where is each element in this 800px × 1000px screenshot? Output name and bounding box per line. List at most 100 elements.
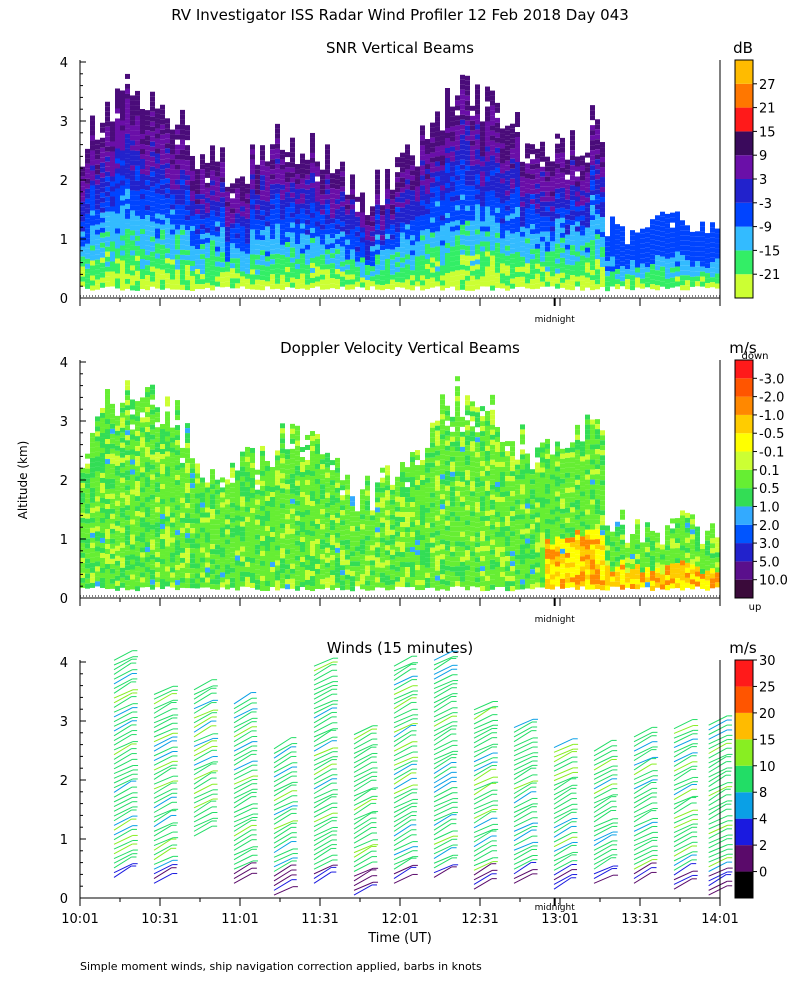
heatmap-cell — [175, 229, 180, 235]
heatmap-cell — [290, 142, 295, 148]
heatmap-cell — [435, 166, 440, 172]
heatmap-cell — [555, 168, 560, 174]
heatmap-cell — [680, 230, 685, 236]
heatmap-cell — [545, 206, 550, 212]
heatmap-cell — [90, 452, 95, 458]
heatmap-cell — [370, 231, 375, 237]
heatmap-cell — [280, 578, 285, 584]
heatmap-cell — [570, 190, 575, 196]
heatmap-cell — [105, 559, 110, 565]
heatmap-cell — [275, 238, 280, 244]
heatmap-cells — [80, 376, 720, 592]
heatmap-cell — [285, 167, 290, 173]
heatmap-cell — [160, 129, 165, 135]
heatmap-cell — [410, 180, 415, 186]
heatmap-cell — [105, 484, 110, 490]
heatmap-cell — [200, 229, 205, 235]
heatmap-cell — [185, 260, 190, 266]
heatmap-cell — [155, 447, 160, 453]
heatmap-cell — [420, 200, 425, 206]
heatmap-cell — [160, 109, 165, 115]
heatmap-cell — [220, 562, 225, 568]
heatmap-cell — [140, 567, 145, 573]
heatmap-cell — [395, 222, 400, 228]
heatmap-cell — [635, 232, 640, 238]
heatmap-cell — [450, 221, 455, 227]
heatmap-cell — [580, 190, 585, 196]
heatmap-cell — [675, 246, 680, 252]
heatmap-cell — [175, 134, 180, 140]
heatmap-cell — [225, 579, 230, 585]
heatmap-cell — [375, 244, 380, 250]
heatmap-cell — [160, 219, 165, 225]
heatmap-cell — [315, 246, 320, 252]
heatmap-cell — [135, 285, 140, 291]
heatmap-cell — [80, 226, 85, 232]
heatmap-cell — [425, 169, 430, 175]
heatmap-cell — [250, 214, 255, 220]
heatmap-cell — [300, 482, 305, 488]
heatmap-cell — [555, 228, 560, 234]
heatmap-cell — [105, 211, 110, 217]
heatmap-cell — [425, 204, 430, 210]
heatmap-cell — [210, 539, 215, 545]
heatmap-cell — [465, 75, 470, 81]
heatmap-cell — [485, 196, 490, 202]
heatmap-cell — [275, 278, 280, 284]
heatmap-cell — [155, 153, 160, 159]
heatmap-cell — [115, 253, 120, 259]
heatmap-cell — [645, 262, 650, 268]
heatmap-cell — [250, 537, 255, 543]
heatmap-cell — [540, 141, 545, 147]
heatmap-cell — [255, 539, 260, 545]
heatmap-cell — [275, 510, 280, 516]
heatmap-cell — [260, 145, 265, 151]
heatmap-cell — [290, 212, 295, 218]
heatmap-cell — [205, 232, 210, 238]
heatmap-cell — [130, 484, 135, 490]
heatmap-cell — [275, 248, 280, 254]
heatmap-cell — [95, 279, 100, 285]
heatmap-cell — [590, 210, 595, 216]
heatmap-cell — [325, 547, 330, 553]
heatmap-cell — [250, 169, 255, 175]
heatmap-cell — [450, 236, 455, 242]
heatmap-cell — [280, 508, 285, 514]
heatmap-cell — [250, 259, 255, 265]
heatmap-cell — [280, 478, 285, 484]
heatmap-cell — [525, 153, 530, 159]
heatmap-cell — [240, 221, 245, 227]
heatmap-cell — [415, 166, 420, 172]
heatmap-cell — [160, 199, 165, 205]
heatmap-cell — [275, 505, 280, 511]
heatmap-cell — [115, 570, 120, 576]
heatmap-cell — [155, 248, 160, 254]
heatmap-cell — [115, 278, 120, 284]
heatmap-cell — [535, 213, 540, 219]
heatmap-cell — [345, 219, 350, 225]
heatmap-cell — [125, 253, 130, 259]
heatmap-cell — [320, 169, 325, 175]
heatmap-cell — [160, 264, 165, 270]
heatmap-cell — [215, 519, 220, 525]
heatmap-cell — [555, 283, 560, 289]
heatmap-cell — [700, 221, 705, 227]
heatmap-cell — [495, 222, 500, 228]
heatmap-cell — [600, 162, 605, 168]
heatmap-cell — [440, 280, 445, 286]
heatmap-cell — [515, 112, 520, 118]
heatmap-cell — [95, 284, 100, 290]
heatmap-cell — [285, 202, 290, 208]
heatmap-cell — [195, 503, 200, 509]
heatmap-cell — [545, 196, 550, 202]
heatmap-cell — [315, 448, 320, 454]
heatmap-cell — [230, 223, 235, 229]
heatmap-cell — [205, 502, 210, 508]
heatmap-cell — [180, 109, 185, 115]
heatmap-cell — [220, 537, 225, 543]
heatmap-cell — [310, 506, 315, 512]
heatmap-cell — [320, 554, 325, 560]
heatmap-cell — [155, 113, 160, 119]
heatmap-cell — [195, 543, 200, 549]
colorbar-label: -21 — [759, 268, 780, 283]
